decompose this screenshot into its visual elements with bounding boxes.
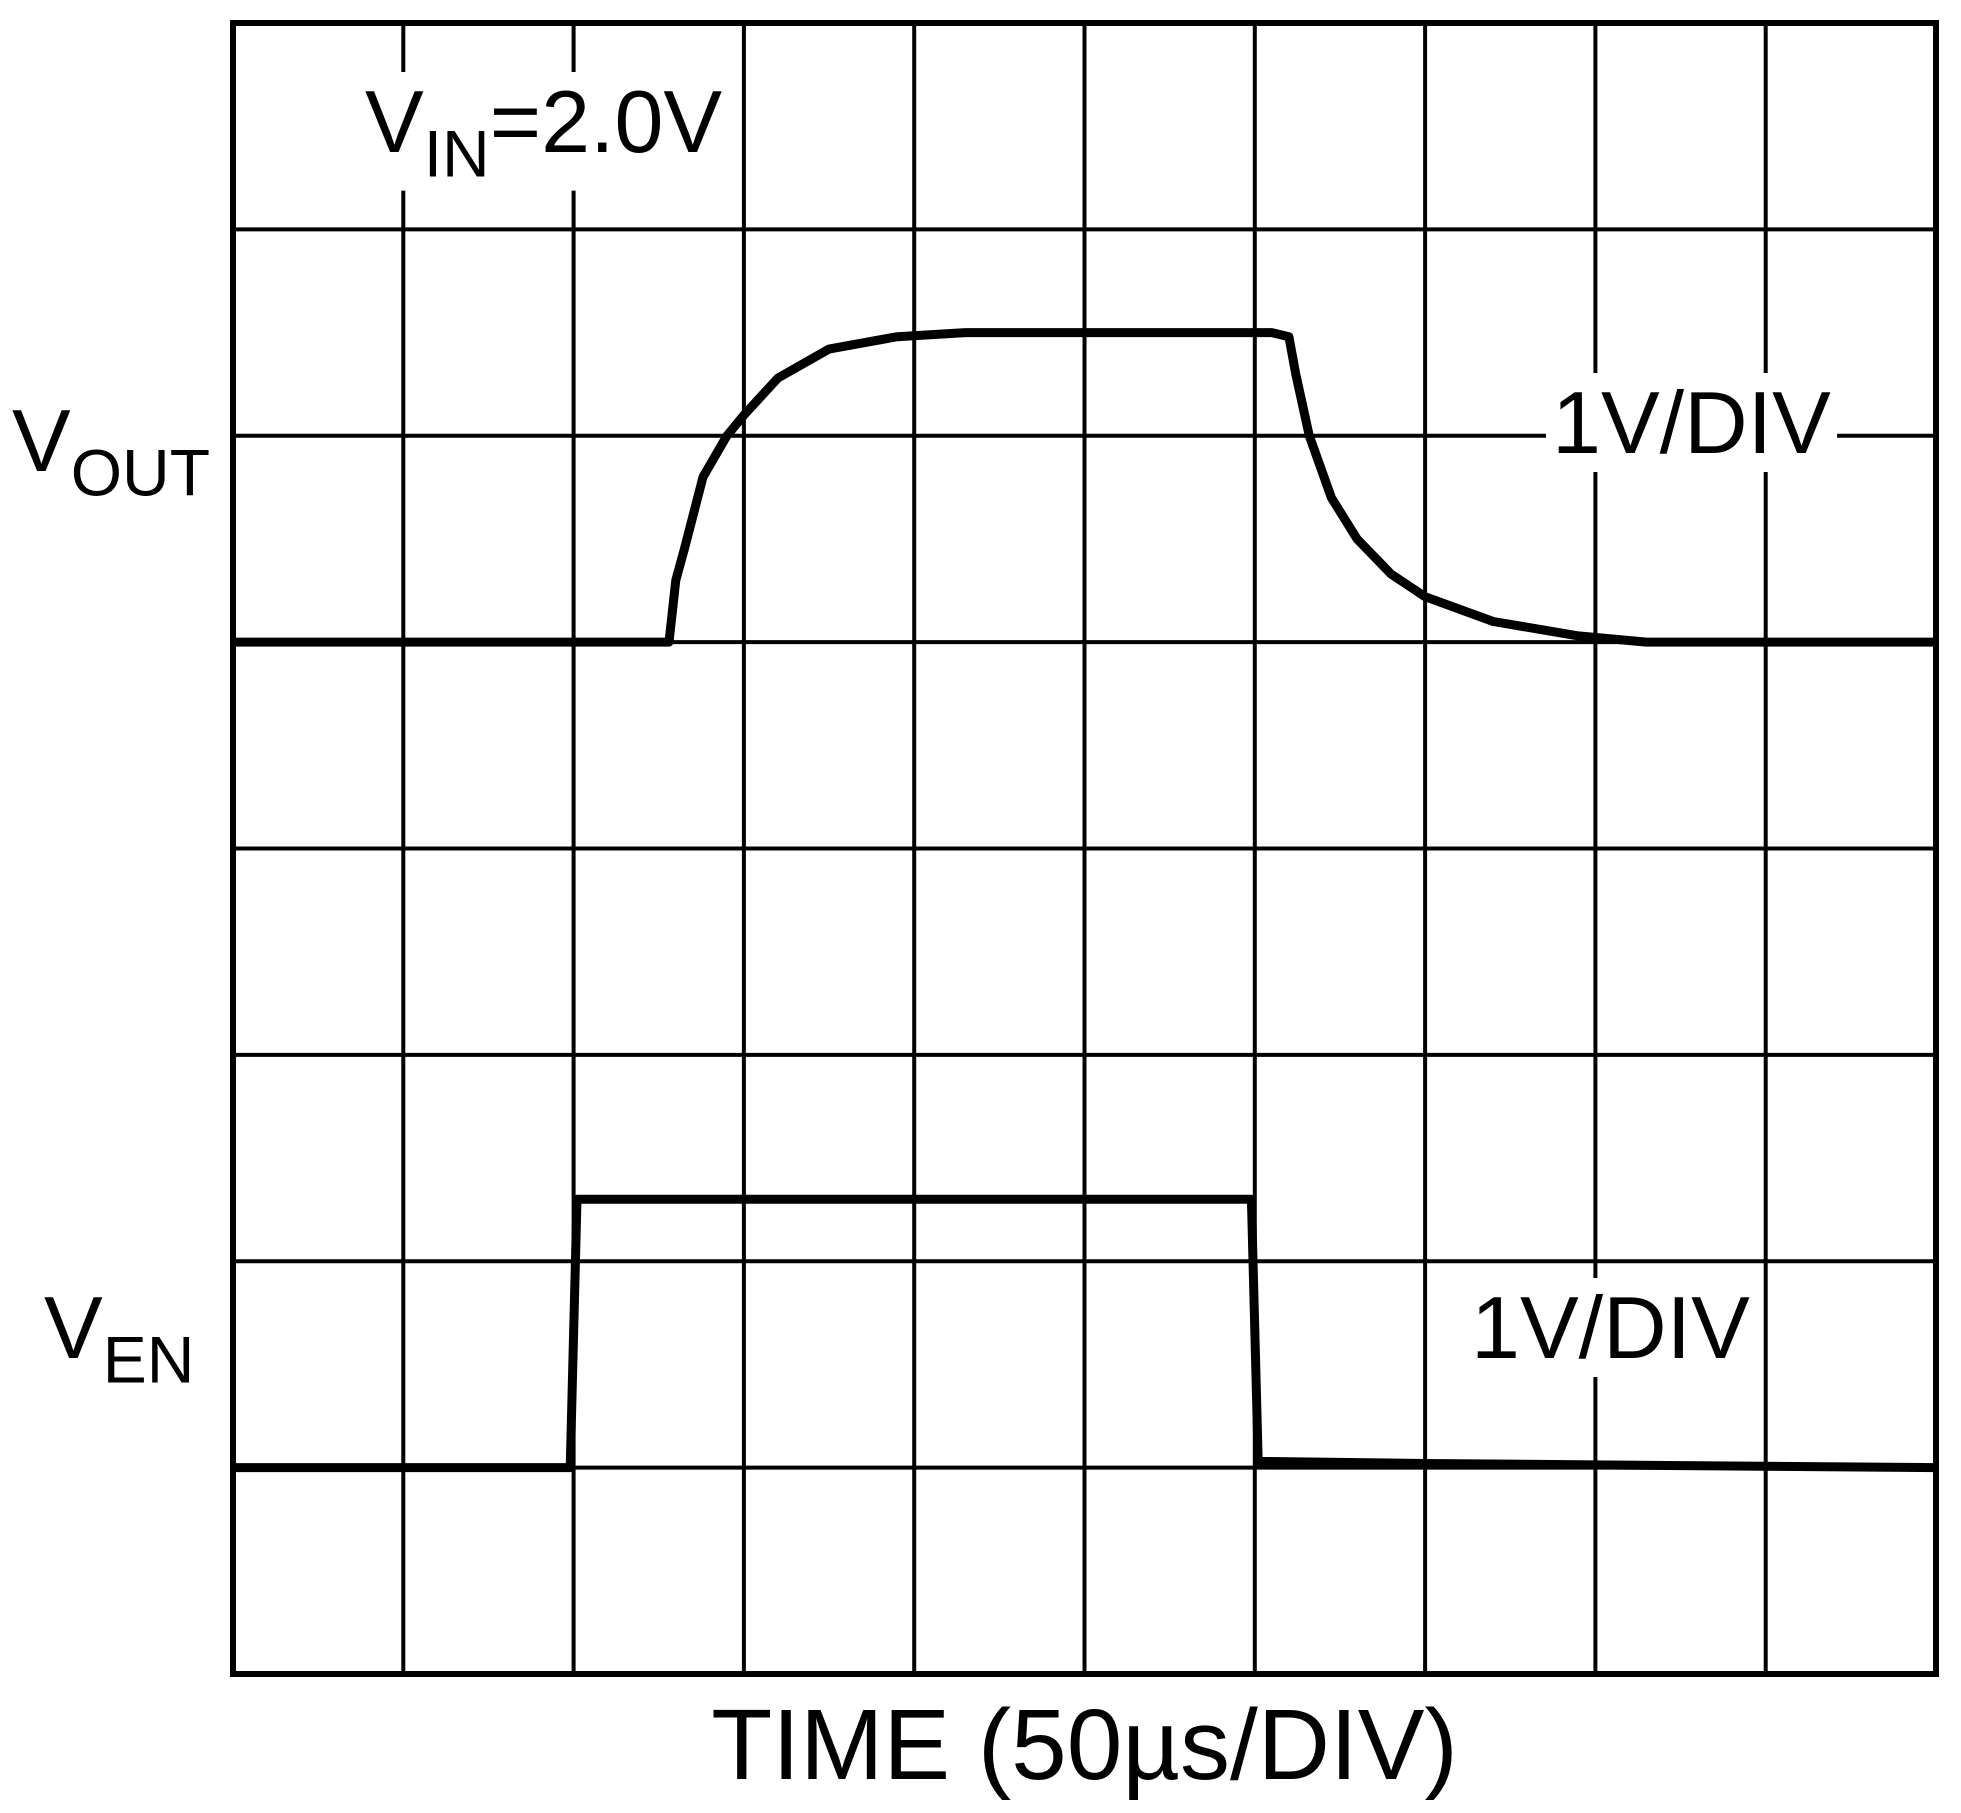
series-label-part: V [44, 1278, 103, 1377]
series-label-part: EN [103, 1323, 195, 1397]
trace [233, 1194, 1937, 1473]
annotation-part: =2.0V [490, 72, 723, 171]
series-label-group: VEN [38, 1278, 201, 1397]
series-scale-group: 1V/DIV [1465, 1278, 1757, 1377]
annotation-background [359, 72, 729, 191]
trace [233, 328, 1936, 647]
grid [231, 21, 1938, 1676]
series-scale: 1V/DIV [1552, 373, 1831, 472]
series-label-background [6, 391, 217, 510]
series-label-part: OUT [71, 436, 210, 510]
series-scale-part: 1V/DIV [1552, 373, 1831, 472]
series-label-background [38, 1278, 201, 1397]
series-scale-background [1546, 373, 1838, 472]
x-axis-label: TIME (50µs/DIV) [711, 1689, 1458, 1801]
annotation-part: V [365, 72, 424, 171]
series-scale: 1V/DIV [1471, 1278, 1750, 1377]
annotation: VIN=2.0V [365, 72, 722, 191]
series-label: VOUT [12, 391, 210, 510]
series-scale-background [1465, 1278, 1757, 1377]
series-scale-group: 1V/DIV [1546, 373, 1838, 472]
plot-border [230, 20, 1939, 1677]
annotation-group: VIN=2.0V [359, 72, 729, 191]
annotation-part: IN [424, 117, 490, 191]
series-scale-part: 1V/DIV [1471, 1278, 1750, 1377]
series-label-part: V [12, 391, 71, 490]
series-label: VEN [44, 1278, 194, 1397]
series-label-group: VOUT [6, 391, 217, 510]
